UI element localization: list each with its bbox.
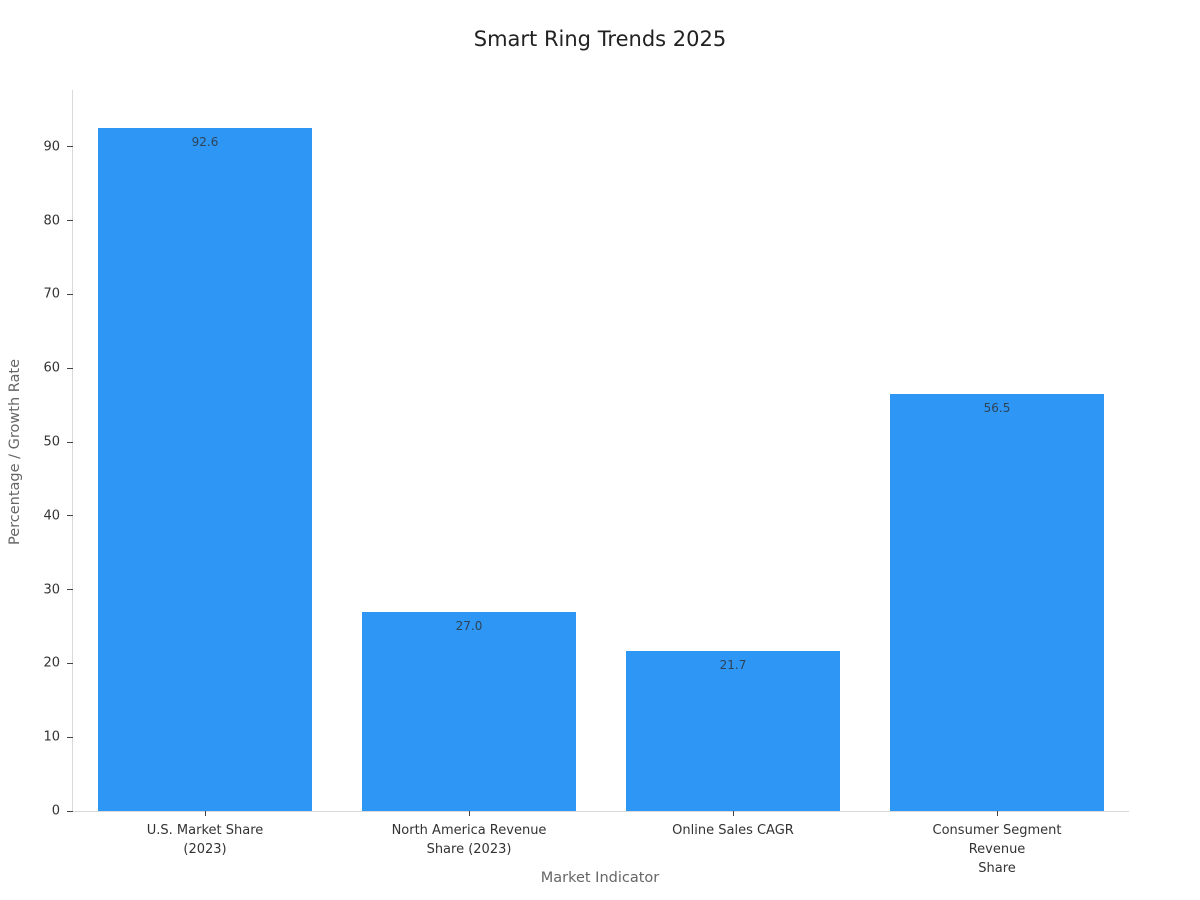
y-tick-mark [67, 810, 73, 812]
y-tick-label: 40 [43, 508, 60, 524]
y-tick-label: 60 [43, 360, 60, 376]
y-tick-label: 90 [43, 139, 60, 155]
x-tick-mark [996, 811, 998, 816]
x-tick-label: Consumer Segment Revenue Share [932, 823, 1062, 876]
bar-value-label: 21.7 [719, 657, 747, 672]
y-tick-label: 20 [43, 655, 60, 671]
y-tick-mark [67, 441, 73, 443]
chart-title: Smart Ring Trends 2025 [473, 27, 727, 51]
y-tick-mark [67, 662, 73, 664]
y-tick-mark [67, 589, 73, 591]
x-axis-title: Market Indicator [540, 870, 660, 886]
x-tick-label: Online Sales CAGR [672, 823, 794, 838]
bar-value-label: 27.0 [455, 618, 483, 633]
y-tick-label: 30 [43, 582, 60, 598]
x-tick-label: U.S. Market Share (2023) [146, 823, 264, 857]
x-tick-mark [732, 811, 734, 816]
x-tick-mark [204, 811, 206, 816]
y-tick-label: 70 [43, 286, 60, 302]
bar: 27.0 [362, 611, 576, 811]
y-tick-mark [67, 146, 73, 148]
y-tick-mark [67, 293, 73, 295]
y-tick-mark [67, 515, 73, 517]
bar: 56.5 [890, 394, 1104, 811]
y-tick-label: 50 [43, 434, 60, 450]
y-tick-mark [67, 736, 73, 738]
bar-value-label: 92.6 [191, 134, 219, 149]
y-tick-mark [67, 367, 73, 369]
bar: 92.6 [98, 127, 312, 811]
bar-value-label: 56.5 [983, 401, 1011, 416]
y-tick-label: 10 [43, 729, 60, 745]
x-tick-mark [468, 811, 470, 816]
y-tick-label: 0 [51, 803, 60, 819]
plot-area: 0 10 20 30 40 50 60 70 80 90 92.6 U.S. Market Share… [43, 90, 1129, 876]
y-tick-label: 80 [43, 213, 60, 229]
x-tick-label: North America Revenue Share (2023) [391, 823, 547, 857]
y-axis-title: Percentage / Growth Rate [7, 358, 23, 546]
bar: 21.7 [626, 650, 840, 811]
y-tick-mark [67, 220, 73, 222]
